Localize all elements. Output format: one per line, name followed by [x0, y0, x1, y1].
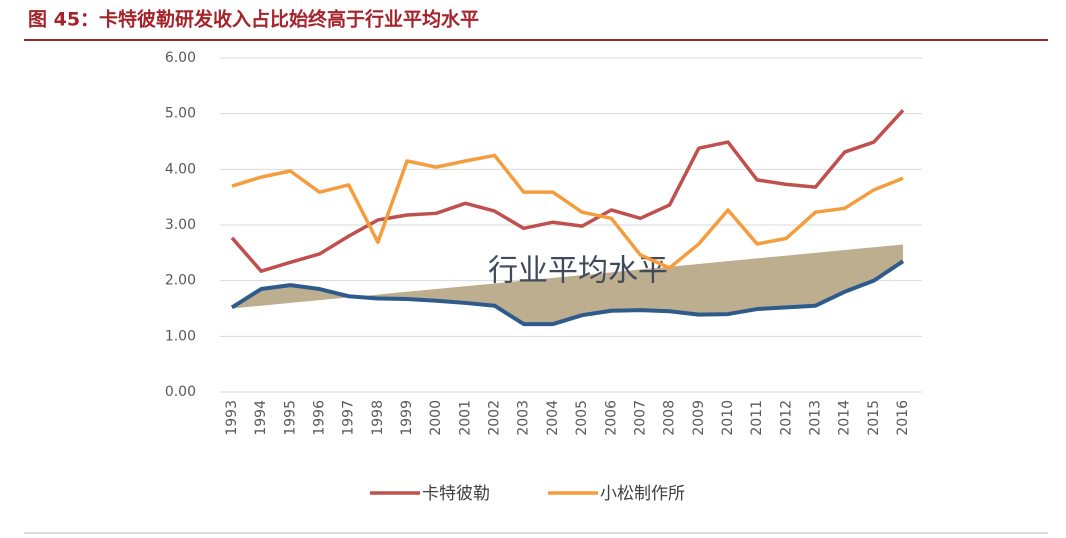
x-tick-label: 2004	[545, 400, 561, 436]
y-tick-label: 6.00	[165, 50, 196, 66]
x-tick-label: 2008	[662, 400, 678, 436]
x-tick-label: 2002	[487, 400, 503, 436]
x-tick-label: 2015	[866, 400, 882, 436]
x-tick-label: 2005	[574, 400, 590, 436]
x-tick-label: 1995	[282, 400, 298, 436]
x-tick-label: 2001	[457, 400, 473, 436]
legend-label: 卡特彼勒	[422, 484, 490, 504]
x-tick-label: 1996	[312, 400, 328, 436]
x-tick-label: 2016	[895, 400, 911, 436]
y-tick-label: 3.00	[165, 217, 196, 233]
x-tick-label: 2013	[807, 400, 823, 436]
x-tick-label: 1993	[224, 400, 240, 436]
series-line	[230, 109, 905, 273]
x-tick-label: 2003	[516, 400, 532, 436]
x-tick-label: 1994	[253, 400, 269, 436]
x-tick-label: 1997	[341, 400, 357, 436]
y-tick-label: 4.00	[165, 161, 196, 177]
x-tick-label: 2007	[632, 400, 648, 436]
band-area	[232, 244, 903, 325]
x-tick-label: 2006	[603, 400, 619, 436]
band-label: 行业平均水平	[488, 254, 668, 289]
y-tick-label: 2.00	[165, 273, 196, 289]
x-tick-label: 2014	[837, 400, 853, 436]
y-tick-label: 1.00	[165, 328, 196, 344]
x-tick-label: 1998	[370, 400, 386, 436]
x-tick-label: 2012	[778, 400, 794, 436]
x-tick-label: 2009	[691, 400, 707, 436]
y-tick-label: 0.00	[165, 384, 196, 400]
x-tick-label: 2000	[428, 400, 444, 436]
chart-title: 图 45：卡特彼勒研发收入占比始终高于行业平均水平	[28, 8, 479, 31]
legend-label: 小松制作所	[600, 484, 685, 504]
y-tick-label: 5.00	[165, 106, 196, 122]
series-line	[231, 153, 904, 270]
band-lower-edge	[230, 259, 905, 327]
x-tick-label: 2010	[720, 400, 736, 436]
x-tick-label: 2011	[749, 400, 765, 436]
x-tick-label: 1999	[399, 400, 415, 436]
